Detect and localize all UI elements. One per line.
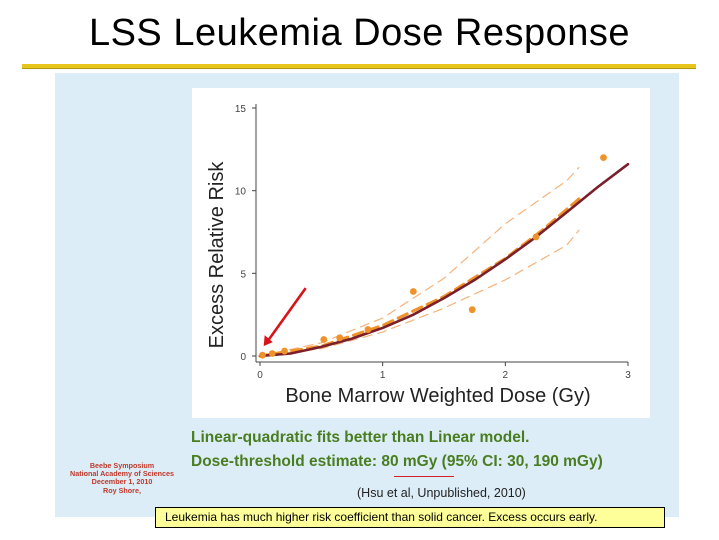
ci-upper-line: [259, 166, 580, 357]
symposium-line: Roy Shore,: [103, 485, 141, 495]
footer-callout: Leukemia has much higher risk coefficien…: [155, 507, 665, 528]
data-point: [600, 154, 607, 161]
x-axis-label: Bone Marrow Weighted Dose (Gy): [285, 385, 590, 407]
data-point: [532, 233, 540, 241]
data-point: [320, 336, 328, 343]
slide-title: LSS Leukemia Dose Response: [88, 12, 631, 54]
y-axis-label: Excess Relative Risk: [206, 161, 228, 349]
symposium-credit: Beebe Symposium National Academy of Scie…: [60, 461, 184, 495]
symposium-line: National Academy of Sciences: [70, 469, 174, 479]
data-point: [364, 326, 372, 333]
dashed-fit-line: [258, 197, 581, 358]
data-point: [268, 350, 276, 357]
dose-response-chart: 0 5 10 15 0 1 2 3 Excess Relative Risk Bone Mar…: [206, 104, 631, 407]
ci-lower-line: [259, 229, 580, 357]
y-tick-label: 0: [240, 352, 246, 363]
data-point: [259, 351, 266, 359]
y-tick-label: 5: [240, 269, 246, 280]
red-arrow-head: [263, 335, 273, 347]
note-threshold: Dose-threshold estimate: 80 mGy (95% CI:…: [191, 453, 603, 470]
x-tick-label: 1: [380, 370, 386, 381]
note-model-fit: Linear-quadratic fits better than Linear…: [191, 429, 530, 446]
data-point: [468, 306, 476, 314]
threshold-underline: [394, 476, 454, 477]
y-tick-label: 15: [235, 104, 247, 115]
plot-background: [192, 88, 650, 418]
symposium-line: December 1, 2010: [91, 477, 153, 487]
citation: (Hsu et al, Unpublished, 2010): [357, 486, 526, 500]
title-divider: [22, 64, 696, 69]
y-tick-label: 10: [235, 187, 247, 198]
x-tick-label: 2: [503, 370, 509, 381]
data-point: [336, 334, 344, 342]
symposium-line: Beebe Symposium: [89, 461, 155, 470]
linear-quadratic-fit-line: [258, 162, 630, 358]
x-tick-label: 3: [625, 370, 631, 381]
red-arrow-shaft: [266, 287, 307, 342]
data-point: [409, 288, 417, 295]
x-tick-label: 0: [257, 370, 263, 381]
data-point: [281, 347, 288, 355]
